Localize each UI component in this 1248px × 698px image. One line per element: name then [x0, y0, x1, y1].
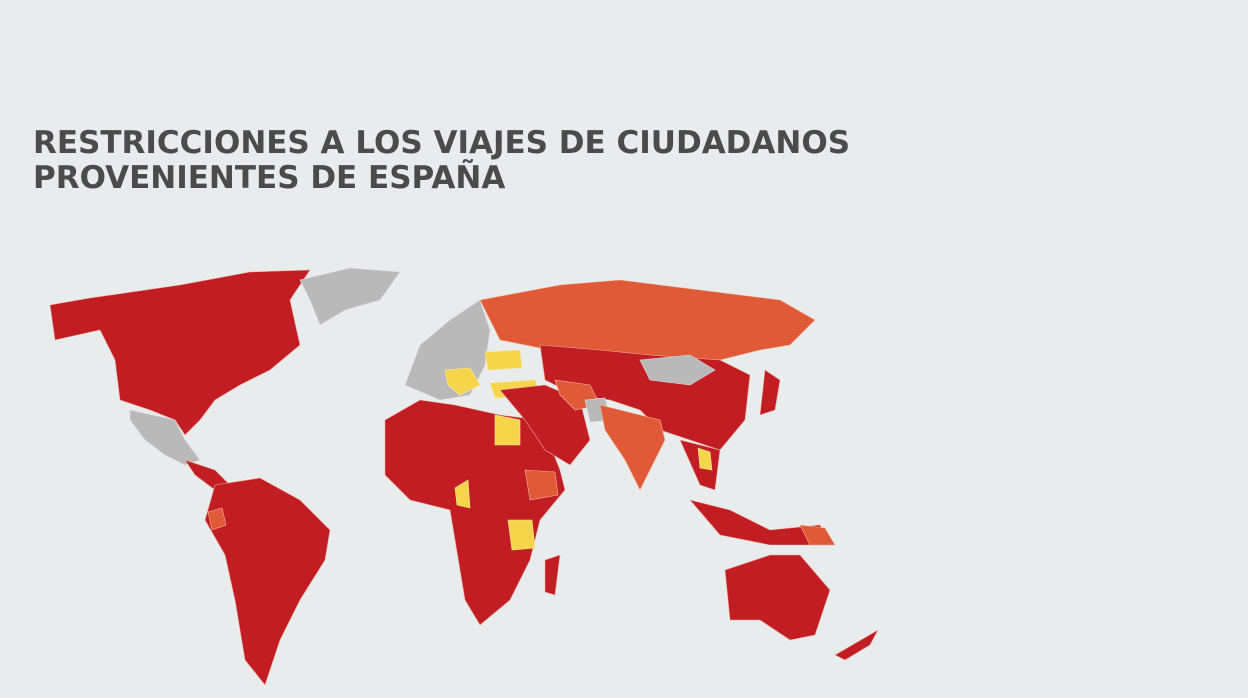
madagascar	[544, 554, 561, 596]
title: RESTRICCIONES A LOS VIAJES DE CIUDADANOS…	[33, 126, 850, 196]
russia	[479, 279, 816, 361]
india	[599, 404, 666, 491]
south-america	[204, 477, 331, 686]
australia	[724, 554, 831, 641]
cameroon	[454, 479, 471, 509]
europe-yellow	[444, 367, 481, 396]
greenland	[299, 267, 401, 326]
new-zealand	[834, 629, 879, 661]
egypt	[494, 414, 521, 446]
ukraine	[484, 349, 523, 371]
laos	[697, 447, 713, 471]
colombia	[207, 507, 227, 531]
ethiopia	[524, 469, 559, 501]
africa	[384, 399, 566, 626]
japan	[759, 369, 781, 416]
north-america	[49, 269, 311, 436]
mexico	[129, 409, 201, 466]
title-line: RESTRICCIONES A LOS VIAJES DE CIUDADANOS	[33, 125, 851, 161]
tanzania	[507, 519, 536, 551]
title-line: PROVENIENTES DE ESPAÑA	[33, 160, 506, 196]
mongolia	[639, 354, 716, 386]
middle-east	[499, 384, 591, 466]
papua	[799, 524, 836, 546]
